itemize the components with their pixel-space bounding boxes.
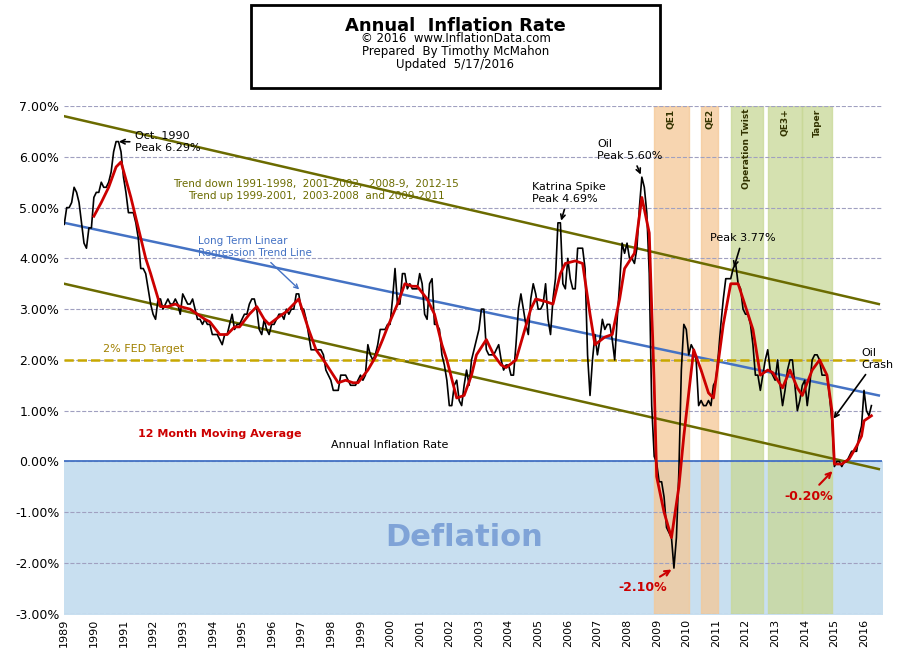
Text: Oil
Crash: Oil Crash — [834, 348, 893, 417]
Bar — [803, 106, 832, 614]
Text: Annual Inflation Rate: Annual Inflation Rate — [331, 440, 448, 450]
Text: QE3+: QE3+ — [781, 109, 790, 136]
Text: Deflation: Deflation — [385, 523, 543, 552]
Text: 12 Month Moving Average: 12 Month Moving Average — [138, 428, 302, 438]
Text: Taper: Taper — [813, 109, 822, 137]
Text: -0.20%: -0.20% — [784, 473, 833, 502]
Text: Updated  5/17/2016: Updated 5/17/2016 — [396, 58, 515, 71]
Bar — [701, 106, 718, 614]
Bar — [654, 106, 689, 614]
Text: Oil
Peak 5.60%: Oil Peak 5.60% — [598, 139, 663, 173]
Bar — [768, 106, 803, 614]
Text: QE1: QE1 — [667, 109, 676, 128]
Text: 2% FED Target: 2% FED Target — [103, 344, 184, 354]
Text: QE2: QE2 — [705, 109, 714, 128]
Text: Peak 3.77%: Peak 3.77% — [710, 233, 775, 265]
Text: © 2016  www.InflationData.com: © 2016 www.InflationData.com — [361, 32, 550, 46]
Text: Trend down 1991-1998,  2001-2002,  2008-9,  2012-15
Trend up 1999-2001,  2003-20: Trend down 1991-1998, 2001-2002, 2008-9,… — [173, 179, 459, 201]
Text: Long Term Linear
Regression Trend Line: Long Term Linear Regression Trend Line — [198, 236, 312, 289]
Text: Annual  Inflation Rate: Annual Inflation Rate — [345, 17, 566, 34]
Text: Prepared  By Timothy McMahon: Prepared By Timothy McMahon — [362, 45, 549, 58]
Bar — [731, 106, 763, 614]
Text: Operation Twist: Operation Twist — [742, 109, 752, 189]
Text: Oct. 1990
Peak 6.29%: Oct. 1990 Peak 6.29% — [121, 132, 201, 153]
Text: -2.10%: -2.10% — [619, 571, 670, 594]
Text: Katrina Spike
Peak 4.69%: Katrina Spike Peak 4.69% — [532, 182, 606, 219]
